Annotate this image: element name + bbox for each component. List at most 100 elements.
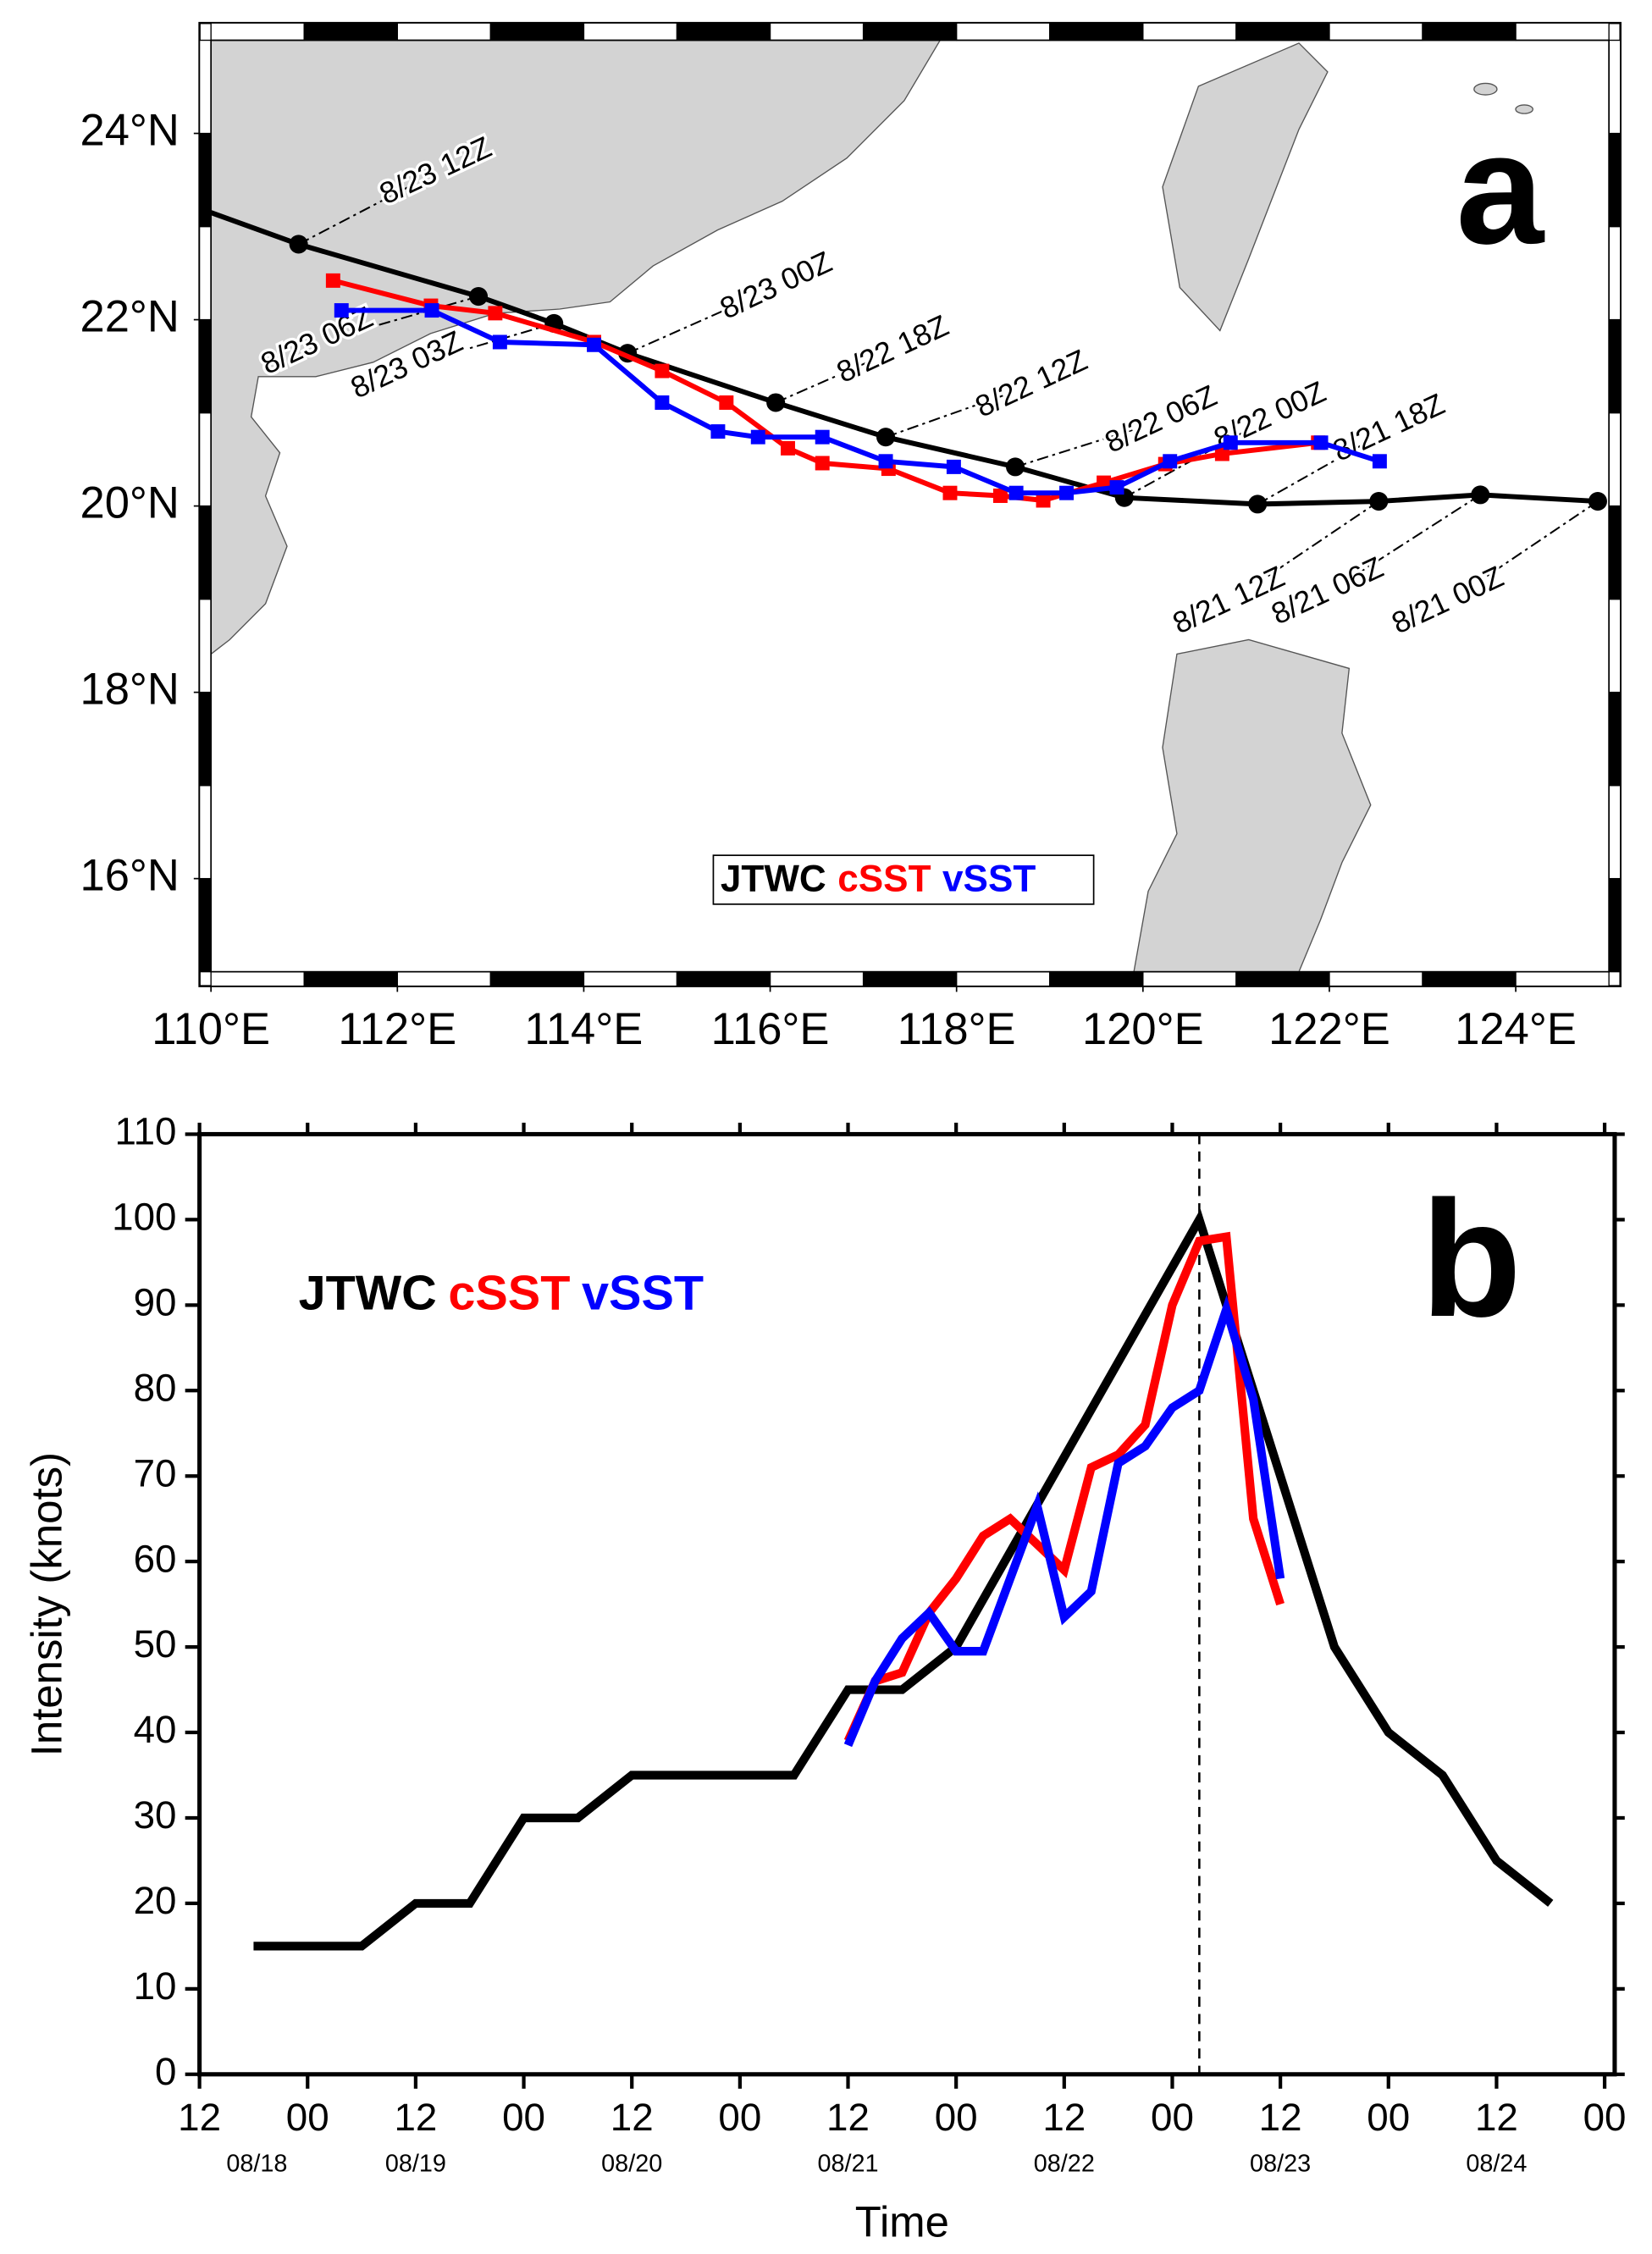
frame-segment	[198, 132, 212, 228]
land-island	[1473, 82, 1498, 96]
track-point	[815, 456, 830, 471]
frame-segment	[1049, 22, 1144, 41]
frame-segment	[198, 225, 212, 321]
track-point	[1369, 492, 1389, 511]
track-point	[325, 273, 340, 288]
frame-segment	[1422, 22, 1517, 41]
x-tick-label: 12	[826, 2096, 870, 2139]
legend: JTWC cSST vSST	[721, 858, 1036, 899]
plot-frame	[197, 1131, 1617, 2077]
legend-entry: vSST	[942, 858, 1036, 899]
frame-segment	[956, 22, 1051, 41]
frame-segment	[1608, 225, 1622, 321]
date-label: 08/20	[601, 2150, 662, 2177]
track-point	[1214, 446, 1229, 461]
frame-segment	[1329, 970, 1423, 987]
frame-segment	[210, 22, 305, 41]
frame-segment	[1608, 132, 1622, 228]
x-tick-label: 12	[394, 2096, 437, 2139]
frame-segment	[676, 970, 771, 987]
land-island	[1515, 104, 1533, 114]
x-tick-label: 118°E	[898, 1004, 1016, 1054]
frame-segment	[198, 412, 212, 507]
track-point	[719, 395, 734, 410]
track-point	[488, 306, 503, 321]
track-point	[766, 393, 786, 412]
y-tick-label: 100	[112, 1195, 176, 1238]
label-leader	[1258, 500, 1379, 583]
frame-segment	[1235, 970, 1330, 987]
track-point	[1008, 485, 1024, 500]
frame-segment	[303, 970, 398, 987]
track-point	[1223, 435, 1238, 450]
track-point	[1059, 485, 1075, 500]
track-point	[492, 334, 507, 350]
frame-segment	[956, 970, 1051, 987]
track-point	[876, 428, 896, 447]
x-tick-label: 116°E	[711, 1004, 830, 1054]
map-border	[210, 39, 1610, 973]
track-point	[1036, 493, 1051, 508]
legend-entry: cSST	[837, 858, 931, 899]
frame-segment	[1142, 970, 1237, 987]
y-tick-label: 40	[134, 1708, 177, 1751]
label-leader	[627, 299, 748, 355]
frame-segment	[303, 22, 398, 41]
x-tick-label: 00	[1583, 2096, 1627, 2139]
y-tick-label: 110	[115, 1110, 177, 1153]
x-axis-label: Time	[855, 2197, 949, 2246]
x-tick-label: 120°E	[1082, 1004, 1204, 1054]
legend-box	[712, 854, 1095, 905]
y-tick-label: 20	[134, 1879, 177, 1922]
y-tick-label: 80	[134, 1366, 177, 1409]
x-tick-label: 00	[935, 2096, 978, 2139]
frame-segment	[583, 970, 678, 987]
track-point	[878, 454, 893, 469]
x-tick-label: 110°E	[152, 1004, 270, 1054]
frame-segment	[210, 970, 305, 987]
track-point	[1006, 457, 1025, 477]
series-line	[843, 1295, 1285, 1748]
track-point	[946, 459, 961, 474]
frame-segment	[1608, 691, 1622, 787]
land-mainland	[211, 40, 942, 655]
y-axis-label: Intensity (knots)	[23, 1452, 71, 1756]
frame-segment	[1608, 39, 1622, 135]
panel-label: a	[1456, 100, 1544, 277]
track-point	[1248, 494, 1268, 514]
track-point	[710, 424, 726, 439]
frame-segment	[198, 598, 212, 693]
y-tick-label: 22°N	[80, 291, 179, 341]
label-leader	[436, 322, 555, 359]
frame-segment	[1049, 970, 1144, 987]
track-point	[289, 235, 308, 254]
y-tick-label: 10	[134, 1964, 177, 2008]
frame-segment	[489, 970, 585, 987]
frame-segment	[1515, 970, 1610, 987]
track-point	[1471, 485, 1490, 505]
track-point	[750, 429, 765, 445]
frame-segment	[1608, 784, 1622, 880]
frame-segment	[676, 22, 771, 41]
frame-segment	[489, 22, 585, 41]
legend-entry: cSST	[448, 1267, 570, 1321]
x-tick-label: 12	[178, 2096, 221, 2139]
frame-segment	[198, 691, 212, 787]
y-tick-label: 20°N	[80, 478, 179, 528]
x-tick-label: 00	[1367, 2096, 1410, 2139]
date-label: 08/23	[1250, 2150, 1311, 2177]
track-point	[587, 337, 602, 352]
panel-label: b	[1421, 1167, 1522, 1351]
x-tick-label: 12	[1259, 2096, 1302, 2139]
frame-segment	[1608, 412, 1622, 507]
frame-segment	[198, 505, 212, 600]
y-tick-label: 90	[134, 1280, 177, 1323]
frame-segment	[198, 39, 212, 135]
legend-entry: vSST	[582, 1267, 704, 1321]
label-leader	[1014, 428, 1133, 468]
y-tick-label: 30	[134, 1793, 177, 1837]
frame-segment	[396, 22, 492, 41]
track-point	[469, 287, 489, 307]
